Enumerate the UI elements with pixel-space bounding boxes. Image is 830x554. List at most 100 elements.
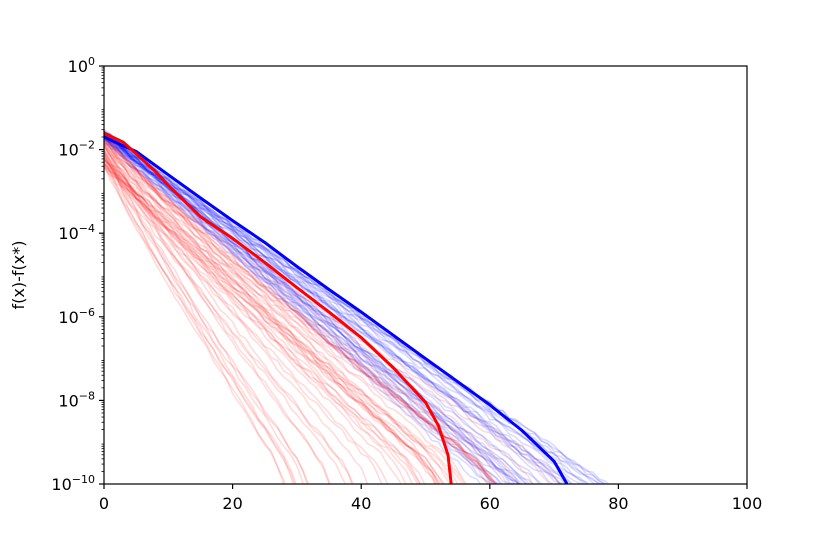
run-line xyxy=(104,156,497,484)
run-line xyxy=(104,159,384,484)
run-line xyxy=(104,142,516,484)
run-line xyxy=(104,136,600,484)
y-tick-base: 10 xyxy=(51,475,71,494)
y-tick-exponent: −10 xyxy=(72,473,95,486)
run-line xyxy=(104,150,497,484)
x-axis-ticks: 0 20 40 60 80 100 xyxy=(99,484,762,513)
run-line xyxy=(104,133,607,484)
run-line xyxy=(104,131,561,484)
y-tick-exponent: −6 xyxy=(79,306,95,319)
run-line xyxy=(104,140,502,484)
run-line xyxy=(104,164,489,484)
run-line xyxy=(104,133,522,484)
y-tick-base: 10 xyxy=(58,141,78,160)
run-line xyxy=(104,158,463,484)
y-tick-label: 10−4 xyxy=(58,222,95,243)
run-line xyxy=(104,133,607,484)
y-tick-exponent: 0 xyxy=(88,55,95,68)
run-line xyxy=(104,144,353,484)
plot-frame xyxy=(103,65,748,485)
run-line xyxy=(104,136,574,484)
run-line xyxy=(104,140,444,484)
run-line xyxy=(104,136,589,484)
run-line xyxy=(104,129,453,484)
run-line xyxy=(104,138,437,484)
x-tick-label: 20 xyxy=(222,494,242,513)
run-line xyxy=(104,135,494,484)
run-line xyxy=(104,153,442,484)
y-tick-label: 10−6 xyxy=(58,306,95,327)
run-line xyxy=(104,138,495,484)
y-tick-label: 10−10 xyxy=(51,473,95,494)
run-line xyxy=(104,136,569,484)
y-tick-exponent: −2 xyxy=(79,139,95,152)
y-tick-label: 10−8 xyxy=(58,389,95,410)
y-tick-exponent: −4 xyxy=(79,222,95,235)
x-tick-label: 40 xyxy=(351,494,371,513)
run-line xyxy=(104,149,402,484)
run-line xyxy=(104,147,550,484)
run-line xyxy=(104,143,407,484)
run-line xyxy=(104,136,545,484)
run-line xyxy=(104,131,451,484)
run-line xyxy=(104,165,286,484)
run-line xyxy=(104,138,528,484)
run-line xyxy=(104,137,490,484)
y-tick-base: 10 xyxy=(58,391,78,410)
run-line xyxy=(104,137,492,484)
run-line xyxy=(104,146,437,484)
run-line xyxy=(104,131,468,484)
y-tick-label: 100 xyxy=(68,55,95,76)
run-line xyxy=(104,134,516,484)
run-line xyxy=(104,134,602,484)
run-line xyxy=(104,165,296,484)
x-tick-label: 0 xyxy=(99,494,109,513)
run-line xyxy=(104,159,440,484)
run-line xyxy=(104,156,534,484)
run-line xyxy=(104,152,419,484)
run-line xyxy=(104,162,354,484)
run-line xyxy=(104,133,564,484)
run-line xyxy=(104,166,466,484)
run-line xyxy=(104,162,446,484)
run-line xyxy=(104,139,610,484)
run-line xyxy=(104,150,310,484)
run-line xyxy=(104,132,438,484)
run-line xyxy=(104,160,521,484)
run-line xyxy=(104,132,573,484)
run-line xyxy=(104,154,308,484)
run-line xyxy=(104,152,305,484)
run-line xyxy=(104,130,482,484)
run-line xyxy=(104,142,331,484)
run-line xyxy=(104,132,499,484)
y-axis-label: f(x)-f(x*) xyxy=(9,241,28,310)
y-tick-base: 10 xyxy=(58,224,78,243)
plot-background xyxy=(104,66,747,484)
run-line xyxy=(104,131,554,484)
series-line xyxy=(104,135,569,484)
run-line xyxy=(104,157,285,484)
run-line xyxy=(104,135,508,484)
run-line xyxy=(104,138,498,484)
x-tick-label: 100 xyxy=(732,494,763,513)
run-bundles xyxy=(104,128,610,484)
run-line xyxy=(104,128,563,484)
run-line xyxy=(104,136,497,484)
run-line xyxy=(104,131,503,484)
run-line xyxy=(104,166,421,484)
y-tick-base: 10 xyxy=(68,57,88,76)
x-tick-label: 60 xyxy=(480,494,500,513)
run-line xyxy=(104,143,440,484)
y-tick-label: 10−2 xyxy=(58,139,95,160)
run-line xyxy=(104,163,459,484)
run-line xyxy=(104,154,389,484)
x-tick-label: 80 xyxy=(608,494,628,513)
run-line xyxy=(104,132,590,484)
run-line xyxy=(104,139,511,484)
y-tick-exponent: −8 xyxy=(79,389,95,402)
series-line xyxy=(104,131,453,484)
run-line xyxy=(104,152,347,484)
run-line xyxy=(104,159,426,484)
